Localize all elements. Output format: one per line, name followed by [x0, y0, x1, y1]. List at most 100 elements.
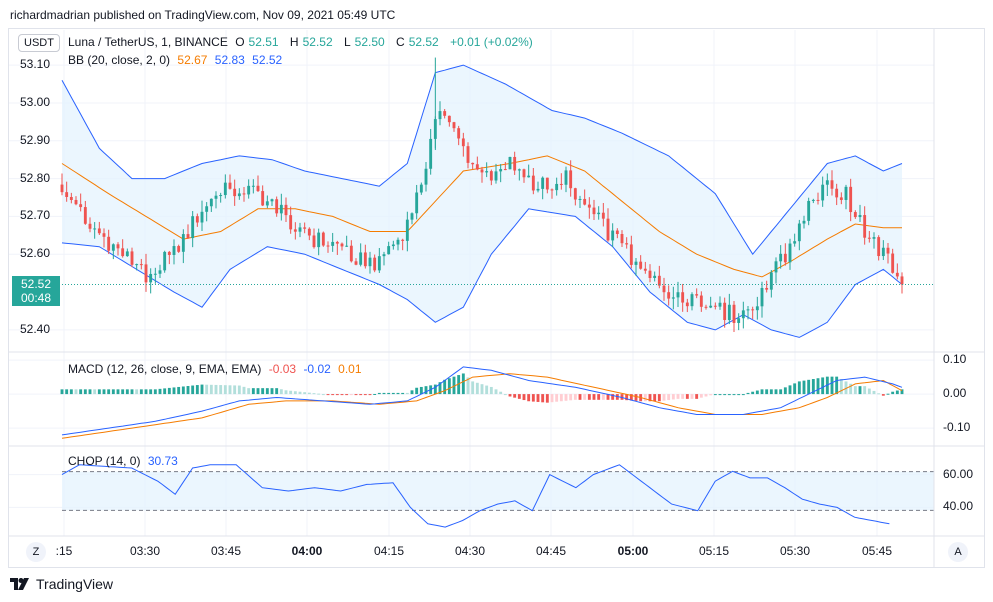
auto-scale-left-button[interactable]: Z [26, 542, 46, 562]
candle-body [583, 198, 587, 205]
candle-body [303, 227, 307, 229]
macd-histogram-bar [709, 394, 713, 396]
candle-body [508, 156, 512, 170]
macd-histogram-bar [821, 377, 825, 395]
candle-body [825, 180, 829, 185]
macd-histogram-bar [569, 394, 573, 401]
macd-histogram-bar [340, 394, 344, 396]
candle-body [746, 309, 750, 311]
bar-countdown: 00:48 [20, 291, 52, 306]
price-tick-label: 53.10 [20, 57, 51, 72]
macd-histogram-bar [625, 394, 629, 401]
macd-histogram-bar [345, 394, 349, 396]
macd-histogram-bar [312, 393, 316, 395]
candle-body [158, 270, 162, 274]
price-pane [60, 57, 934, 338]
macd-histogram-bar [382, 392, 386, 395]
candle-body [312, 235, 316, 248]
candle-body [284, 204, 288, 216]
candle-body [172, 246, 176, 255]
chop-label: CHOP (14, 0) [68, 454, 141, 468]
candle-body [223, 182, 227, 196]
macd-histogram-bar [559, 394, 563, 402]
macd-histogram-bar [186, 386, 190, 395]
candle-body [275, 199, 279, 214]
candle-body [849, 186, 853, 213]
chop-value: 30.73 [147, 454, 178, 468]
candle-body [65, 192, 69, 197]
candle-body [424, 168, 428, 185]
macd-histogram-bar [849, 383, 853, 395]
candle-body [657, 275, 661, 286]
candle-body [121, 248, 125, 257]
bb-upper-line [61, 64, 903, 256]
candle-body [606, 218, 610, 241]
bb-lower-value: 52.52 [252, 53, 283, 67]
time-tick-label: 04:15 [373, 544, 405, 558]
macd-histogram-bar [606, 394, 610, 400]
candle-body [531, 175, 535, 191]
macd-histogram-bar [690, 394, 694, 399]
macd-histogram-bar [223, 385, 227, 395]
symbol-name: Luna / TetherUS, 1, BINANCE [68, 35, 228, 49]
candle-body [718, 302, 722, 307]
candle-body [102, 233, 106, 237]
candle-body [391, 244, 395, 247]
macd-histogram-bar [97, 389, 101, 395]
candle-body [237, 193, 241, 197]
close-value: 52.52 [408, 35, 439, 49]
macd-histogram-bar [331, 394, 335, 396]
macd-histogram-bar [597, 394, 601, 400]
open-label: O [235, 35, 245, 49]
candle-body [681, 292, 685, 303]
macd-histogram-bar [130, 389, 134, 395]
candle-body [69, 196, 73, 200]
last-price-tag: 52.52 00:48 [12, 276, 60, 307]
candle-body [807, 200, 811, 221]
time-tick-label: 05:30 [779, 544, 811, 558]
macd-histogram-bar [727, 394, 731, 396]
candle-body [116, 244, 120, 249]
macd-histogram-bar [695, 394, 699, 399]
close-label: C [396, 35, 405, 49]
tradingview-brand: TradingView [36, 576, 114, 592]
candle-body [527, 175, 531, 178]
macd-histogram-bar [713, 394, 717, 396]
bb-fill [62, 65, 902, 338]
macd-histogram-bar [517, 394, 521, 399]
macd-histogram-bar [867, 388, 871, 395]
macd-tick-label: -0.10 [943, 420, 971, 435]
macd-histogram-bar [205, 384, 209, 395]
candle-body [755, 306, 759, 311]
candle-body [359, 252, 363, 265]
ohlc-low: L 52.50 [344, 35, 389, 49]
macd-histogram-bar [74, 389, 78, 395]
candle-body [205, 206, 209, 212]
macd-histogram-bar [219, 385, 223, 395]
candle-body [233, 188, 237, 197]
candle-body [135, 264, 139, 266]
macd-histogram-bar [578, 394, 582, 400]
time-tick-label: 05:00 [617, 544, 649, 558]
price-tick-label: 52.80 [20, 170, 51, 185]
high-value: 52.52 [302, 35, 333, 49]
tradingview-logo[interactable]: TradingView [10, 576, 113, 592]
macd-histogram-bar [447, 378, 451, 395]
macd-histogram-bar [583, 394, 587, 400]
macd-histogram-bar [531, 394, 535, 402]
auto-scale-right-button[interactable]: A [948, 542, 968, 562]
macd-histogram-bar [536, 394, 540, 402]
candle-body [699, 295, 703, 307]
candle-body [191, 216, 195, 239]
candle-body [550, 189, 554, 191]
candle-body [793, 241, 797, 244]
macd-histogram-bar [415, 387, 419, 395]
candle-body [555, 183, 559, 191]
candle-body [219, 195, 223, 197]
currency-button[interactable]: USDT [18, 34, 60, 52]
macd-histogram-bar [111, 389, 115, 395]
macd-histogram-bar [718, 394, 722, 396]
chop-line [61, 464, 890, 528]
macd-histogram-bar [228, 385, 232, 395]
